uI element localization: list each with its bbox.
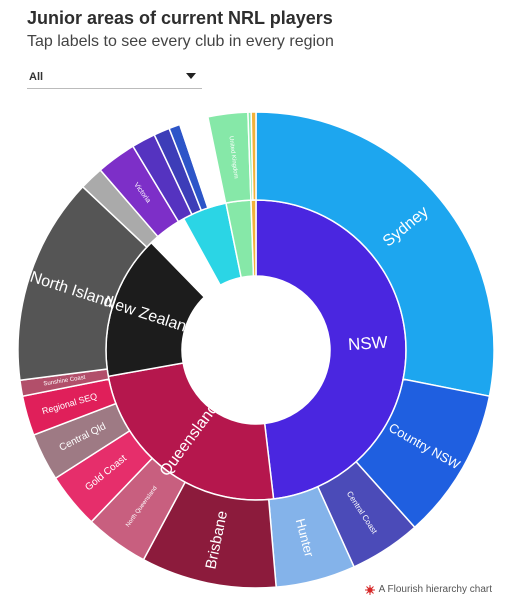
filter-selected-value: All [29, 71, 44, 83]
flourish-logo-icon [364, 584, 375, 595]
outer-label-united-kingdom[interactable]: United Kingdom [227, 136, 238, 179]
inner-label-nsw[interactable]: NSW [347, 333, 388, 354]
chart-title: Junior areas of current NRL players [27, 8, 333, 28]
outer-ring [17, 111, 495, 589]
outer-segment-sydney[interactable] [255, 111, 495, 398]
region-filter-dropdown[interactable]: All [27, 66, 202, 89]
outer-segment-other-2[interactable] [250, 111, 257, 201]
chevron-down-icon[interactable] [186, 73, 196, 79]
chart-subtitle: Tap labels to see every club in every re… [27, 33, 334, 50]
footer-credit[interactable]: A Flourish hierarchy chart [364, 584, 492, 595]
footer-credit-text: A Flourish hierarchy chart [378, 584, 492, 595]
